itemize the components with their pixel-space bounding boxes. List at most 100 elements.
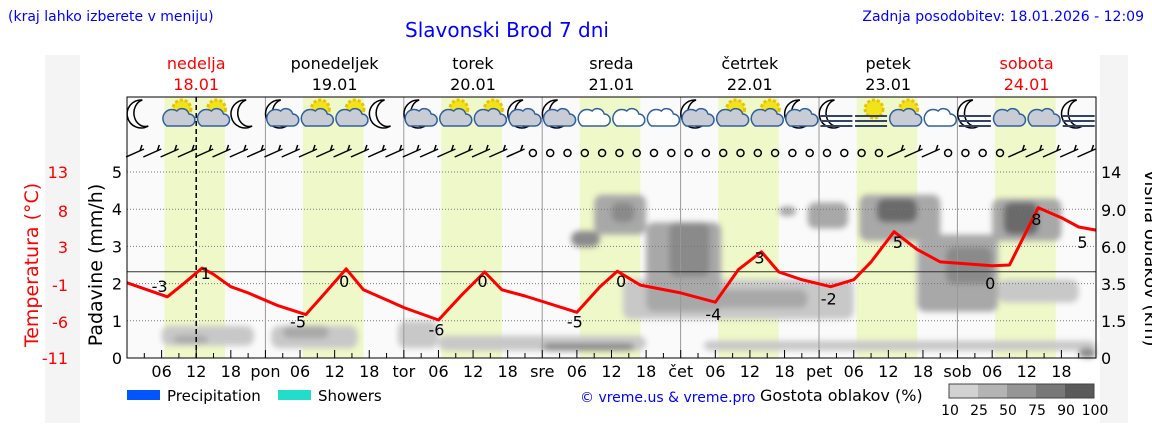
calm-wind-icon [563, 148, 572, 158]
right-panel [1100, 55, 1128, 423]
cloud-icon [612, 107, 646, 127]
wind-barb-icon [471, 144, 491, 158]
wind-barb-icon [488, 144, 508, 158]
temperature-label: 0 [339, 272, 349, 291]
temperature-label: 0 [985, 274, 995, 293]
legend: Precipitation Showers © vreme.us & vreme… [127, 383, 1108, 419]
cloud-shape [646, 107, 681, 127]
cloud-shape [300, 107, 335, 127]
cloud-shape [404, 107, 438, 127]
calm-wind-icon [943, 148, 953, 158]
barb-feather [917, 144, 922, 152]
temperature-line [126, 206, 1097, 322]
wind-barb-icon [315, 144, 335, 158]
x-tick-label: 12 [186, 362, 206, 381]
temperature-label: -4 [705, 305, 721, 324]
x-tick-label: pon [250, 362, 280, 381]
cloud-shape [715, 107, 750, 127]
barb-feather [208, 144, 212, 152]
cloud-patch [542, 343, 635, 351]
sun-cloud-icon [162, 98, 196, 127]
density-tick-label: 10 [941, 403, 959, 419]
copyright-link[interactable]: © vreme.us & vreme.pro [580, 390, 755, 406]
sun-cloud-icon [335, 98, 369, 127]
wind-barb-icon [246, 144, 266, 158]
calm-wind-icon [632, 148, 641, 158]
wind-barb-icon [125, 144, 145, 158]
calm-wind-icon [840, 148, 849, 158]
x-tick-label: 12 [601, 362, 621, 381]
wind-barb-icon [506, 144, 525, 158]
grid [127, 97, 1096, 358]
x-tick-label: 18 [1051, 362, 1071, 381]
density-tick-label: 75 [1028, 403, 1046, 419]
x-tick-label: 18 [636, 362, 656, 381]
wind-barb-icon [229, 144, 249, 158]
cloud-shape [265, 107, 300, 127]
cloud-shape [508, 107, 542, 127]
cloud-height-tick-label: 1.5 [1101, 312, 1126, 331]
wind-barb-icon [142, 144, 162, 158]
cloud-shape [750, 107, 784, 127]
cloud-patch [669, 222, 710, 277]
temperature-label: -3 [152, 277, 168, 296]
barb-feather [450, 144, 455, 152]
x-tick-label: 18 [221, 362, 241, 381]
day-name: sobota [1000, 54, 1054, 73]
temp-tick-label: 3 [58, 238, 68, 257]
x-tick-label: sre [530, 362, 554, 381]
cloud-shape [888, 107, 923, 127]
wind-barb-icon [367, 144, 387, 158]
calm-wind-icon [788, 148, 797, 158]
barb-feather [398, 144, 403, 152]
barb-feather [1090, 144, 1095, 152]
sun-shape [863, 98, 885, 120]
precipitation-swatch [127, 390, 160, 400]
temperature-label: 5 [1077, 233, 1087, 252]
calm-wind-icon [805, 148, 814, 158]
calm-wind-icon [978, 148, 987, 158]
x-tick-label: tor [393, 362, 416, 381]
day-name: torek [452, 54, 494, 73]
wind-barb-icon [281, 144, 301, 158]
menu-hint[interactable]: (kraj lahko izberete v meniju) [8, 9, 214, 25]
cloud-patch [807, 202, 848, 229]
temperature-series: -3 1 -5 0 -6 0 -5 0 -4 3 -2 5 0 8 5 [126, 206, 1097, 339]
moon-cloud-icon [541, 99, 577, 129]
precip-tick-label: 3 [112, 237, 122, 256]
barb-feather [935, 144, 939, 152]
day-date: 19.01 [312, 75, 358, 94]
calm-wind-icon [545, 148, 555, 158]
sun-cloud-icon [750, 98, 784, 127]
moon-cloud-icon [403, 99, 438, 129]
wind-barb-icon [212, 144, 231, 158]
moon-fog-icon [1060, 99, 1095, 129]
temperature-label: 8 [1031, 210, 1041, 229]
cloud-patch [778, 206, 797, 217]
x-tick-label: 06 [428, 362, 448, 381]
barb-feather [1056, 144, 1060, 152]
day-date: 21.01 [588, 75, 634, 94]
cloud-shape [577, 107, 611, 127]
barb-feather [173, 144, 178, 152]
temperature-label: -5 [567, 313, 583, 332]
wind-barb-icon [1059, 144, 1079, 158]
cloud-shape [439, 107, 473, 127]
calm-wind-icon [874, 148, 884, 158]
barb-feather [1038, 144, 1043, 152]
moon-icon [368, 99, 391, 129]
day-name: četrtek [721, 54, 779, 73]
wind-barb-icon [454, 144, 474, 158]
barb-feather [1073, 144, 1077, 152]
showers-label: Showers [318, 387, 382, 405]
x-tick-label: 12 [878, 362, 898, 381]
wind-barb-icon [904, 144, 923, 158]
last-updated: Zadnja posodobitev: 18.01.2026 - 12:09 [862, 9, 1144, 25]
cloud-patch [398, 321, 439, 349]
cloud-shape [785, 107, 819, 127]
barb-feather [191, 144, 195, 152]
temp-tick-label: -11 [42, 349, 68, 368]
cloud-patch [1078, 348, 1096, 358]
barb-feather [277, 144, 282, 152]
barb-feather [364, 144, 368, 152]
